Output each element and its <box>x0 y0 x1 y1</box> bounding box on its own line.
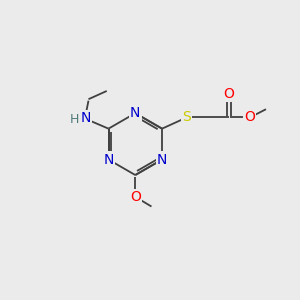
Text: O: O <box>223 87 234 101</box>
Text: O: O <box>130 190 141 204</box>
Text: H: H <box>70 113 79 126</box>
Text: S: S <box>182 110 190 124</box>
Text: N: N <box>103 153 114 166</box>
Text: O: O <box>244 110 255 124</box>
Text: N: N <box>80 111 91 125</box>
Text: N: N <box>130 106 140 120</box>
Text: N: N <box>157 153 167 166</box>
